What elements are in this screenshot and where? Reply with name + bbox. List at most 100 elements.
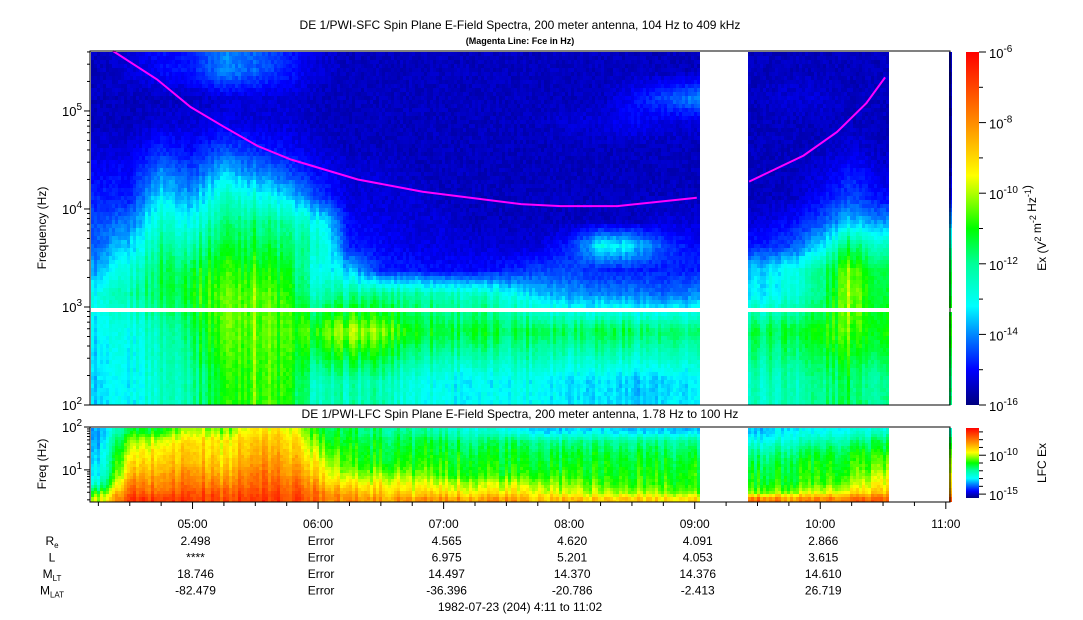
sfc-spectrogram-cell: [226, 384, 229, 388]
sfc-spectrogram-cell: [130, 272, 133, 276]
sfc-spectrogram-cell: [166, 100, 169, 104]
sfc-spectrogram-cell: [247, 64, 250, 68]
sfc-spectrogram-cell: [226, 296, 229, 300]
sfc-spectrogram-cell: [199, 276, 202, 280]
sfc-spectrogram-cell: [223, 328, 226, 332]
sfc-spectrogram-cell: [235, 224, 238, 228]
sfc-spectrogram-cell: [217, 108, 220, 112]
sfc-spectrogram-cell: [97, 68, 100, 72]
sfc-spectrogram-cell: [241, 188, 244, 192]
sfc-spectrogram-cell: [169, 164, 172, 168]
sfc-spectrogram-cell: [208, 124, 211, 128]
sfc-spectrogram-cell: [244, 124, 247, 128]
sfc-spectrogram-cell: [139, 200, 142, 204]
sfc-spectrogram-cell: [130, 340, 133, 344]
sfc-spectrogram-cell: [232, 112, 235, 116]
sfc-spectrogram-cell: [253, 256, 256, 260]
sfc-spectrogram-cell: [166, 248, 169, 252]
sfc-spectrogram-cell: [235, 292, 238, 296]
sfc-spectrogram-cell: [112, 256, 115, 260]
sfc-spectrogram-cell: [160, 168, 163, 172]
sfc-spectrogram-cell: [241, 92, 244, 96]
sfc-spectrogram-cell: [193, 208, 196, 212]
sfc-spectrogram-cell: [124, 244, 127, 248]
sfc-spectrogram-cell: [232, 128, 235, 132]
sfc-spectrogram-cell: [250, 124, 253, 128]
sfc-spectrogram-cell: [121, 216, 124, 220]
sfc-spectrogram-cell: [229, 52, 232, 56]
sfc-spectrogram-cell: [211, 312, 214, 316]
sfc-spectrogram-cell: [190, 388, 193, 392]
sfc-spectrogram-cell: [193, 80, 196, 84]
sfc-spectrogram-cell: [232, 388, 235, 392]
sfc-spectrogram-cell: [199, 336, 202, 340]
sfc-spectrogram-cell: [238, 160, 241, 164]
sfc-spectrogram-cell: [148, 176, 151, 180]
sfc-spectrogram-cell: [226, 108, 229, 112]
sfc-spectrogram-cell: [256, 380, 259, 384]
sfc-spectrogram-cell: [130, 144, 133, 148]
sfc-spectrogram-cell: [214, 220, 217, 224]
sfc-spectrogram-cell: [247, 396, 250, 400]
sfc-spectrogram-cell: [115, 368, 118, 372]
sfc-spectrogram-cell: [118, 176, 121, 180]
sfc-spectrogram-cell: [94, 188, 97, 192]
sfc-spectrogram-cell: [202, 240, 205, 244]
sfc-spectrogram-cell: [220, 368, 223, 372]
sfc-spectrogram-cell: [115, 196, 118, 200]
sfc-spectrogram-cell: [187, 80, 190, 84]
sfc-spectrogram-cell: [112, 52, 115, 56]
sfc-spectrogram-cell: [220, 272, 223, 276]
sfc-spectrogram-cell: [244, 92, 247, 96]
sfc-spectrogram-cell: [148, 156, 151, 160]
sfc-spectrogram-cell: [160, 344, 163, 348]
sfc-spectrogram-cell: [223, 96, 226, 100]
sfc-spectrogram-cell: [124, 264, 127, 268]
sfc-spectrogram-cell: [202, 156, 205, 160]
sfc-spectrogram-cell: [181, 384, 184, 388]
sfc-spectrogram-cell: [127, 68, 130, 72]
sfc-spectrogram-cell: [205, 360, 208, 364]
sfc-spectrogram-cell: [163, 156, 166, 160]
sfc-spectrogram-cell: [91, 164, 94, 168]
sfc-spectrogram-cell: [235, 84, 238, 88]
sfc-spectrogram-cell: [193, 368, 196, 372]
sfc-spectrogram-cell: [142, 128, 145, 132]
sfc-spectrogram-cell: [214, 292, 217, 296]
sfc-spectrogram-cell: [100, 164, 103, 168]
sfc-spectrogram-cell: [253, 156, 256, 160]
sfc-spectrogram-cell: [139, 392, 142, 396]
sfc-spectrogram-cell: [163, 136, 166, 140]
sfc-spectrogram-cell: [154, 212, 157, 216]
sfc-spectrogram-cell: [103, 316, 106, 320]
sfc-spectrogram-cell: [244, 104, 247, 108]
sfc-spectrogram-cell: [253, 232, 256, 236]
sfc-spectrogram-cell: [184, 296, 187, 300]
sfc-spectrogram-cell: [166, 216, 169, 220]
sfc-spectrogram-cell: [250, 132, 253, 136]
sfc-spectrogram-cell: [136, 244, 139, 248]
sfc-spectrogram-cell: [118, 380, 121, 384]
sfc-spectrogram-cell: [217, 156, 220, 160]
sfc-spectrogram-cell: [226, 380, 229, 384]
sfc-spectrogram-cell: [151, 296, 154, 300]
sfc-spectrogram-cell: [211, 372, 214, 376]
sfc-spectrogram-cell: [127, 160, 130, 164]
sfc-spectrogram-cell: [136, 200, 139, 204]
sfc-spectrogram-cell: [196, 380, 199, 384]
sfc-spectrogram-cell: [133, 280, 136, 284]
sfc-spectrogram-cell: [181, 128, 184, 132]
sfc-spectrogram-cell: [142, 72, 145, 76]
sfc-spectrogram-cell: [226, 124, 229, 128]
sfc-spectrogram-cell: [235, 400, 238, 404]
sfc-spectrogram-cell: [100, 200, 103, 204]
sfc-spectrogram-cell: [94, 276, 97, 280]
sfc-spectrogram-cell: [118, 104, 121, 108]
sfc-spectrogram-cell: [139, 64, 142, 68]
sfc-spectrogram-cell: [235, 304, 238, 308]
sfc-spectrogram-cell: [121, 68, 124, 72]
sfc-spectrogram-cell: [160, 56, 163, 60]
sfc-spectrogram-cell: [178, 388, 181, 392]
sfc-spectrogram-cell: [130, 344, 133, 348]
sfc-spectrogram-cell: [190, 284, 193, 288]
